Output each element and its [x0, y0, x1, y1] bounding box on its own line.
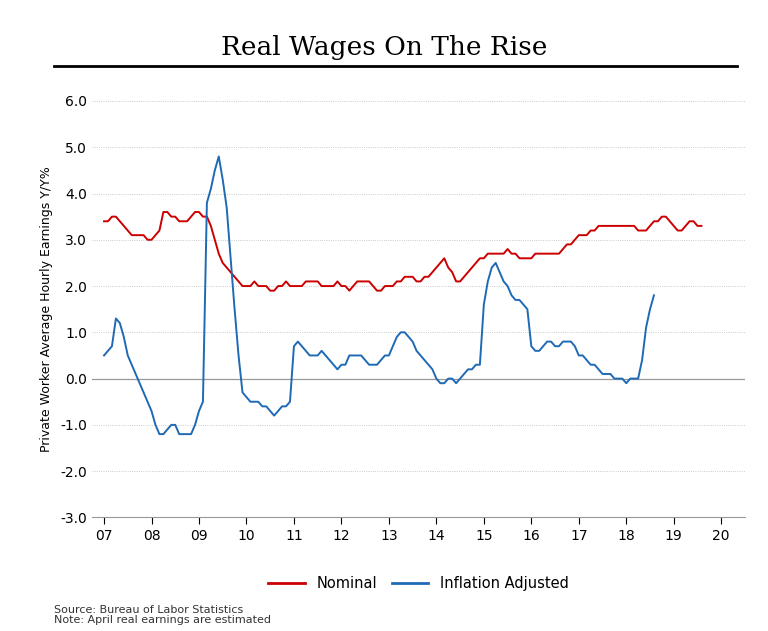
Inflation Adjusted	[337, 361, 346, 369]
Line: Inflation Adjusted: Inflation Adjusted	[104, 156, 654, 434]
Inflation Adjusted	[650, 292, 659, 299]
Nominal	[159, 208, 168, 216]
Nominal	[119, 222, 128, 230]
Inflation Adjusted	[155, 430, 164, 438]
Inflation Adjusted	[159, 430, 168, 438]
Inflation Adjusted	[99, 351, 108, 359]
Nominal	[253, 282, 263, 290]
Text: Real Wages On The Rise: Real Wages On The Rise	[221, 35, 547, 60]
Inflation Adjusted	[202, 199, 211, 206]
Inflation Adjusted	[214, 153, 223, 160]
Nominal	[313, 278, 323, 285]
Nominal	[697, 222, 706, 230]
Line: Nominal: Nominal	[104, 212, 701, 291]
Nominal	[266, 287, 275, 295]
Nominal	[507, 250, 516, 257]
Inflation Adjusted	[119, 333, 128, 341]
Inflation Adjusted	[131, 370, 141, 378]
Legend: Nominal, Inflation Adjusted: Nominal, Inflation Adjusted	[263, 570, 574, 597]
Y-axis label: Private Worker Average Hourly Earnings Y/Y%: Private Worker Average Hourly Earnings Y…	[41, 167, 54, 452]
Text: Source: Bureau of Labor Statistics: Source: Bureau of Labor Statistics	[54, 605, 243, 615]
Nominal	[495, 250, 505, 257]
Text: Note: April real earnings are estimated: Note: April real earnings are estimated	[54, 615, 271, 625]
Nominal	[99, 218, 108, 225]
Nominal	[194, 208, 204, 216]
Inflation Adjusted	[380, 351, 389, 359]
